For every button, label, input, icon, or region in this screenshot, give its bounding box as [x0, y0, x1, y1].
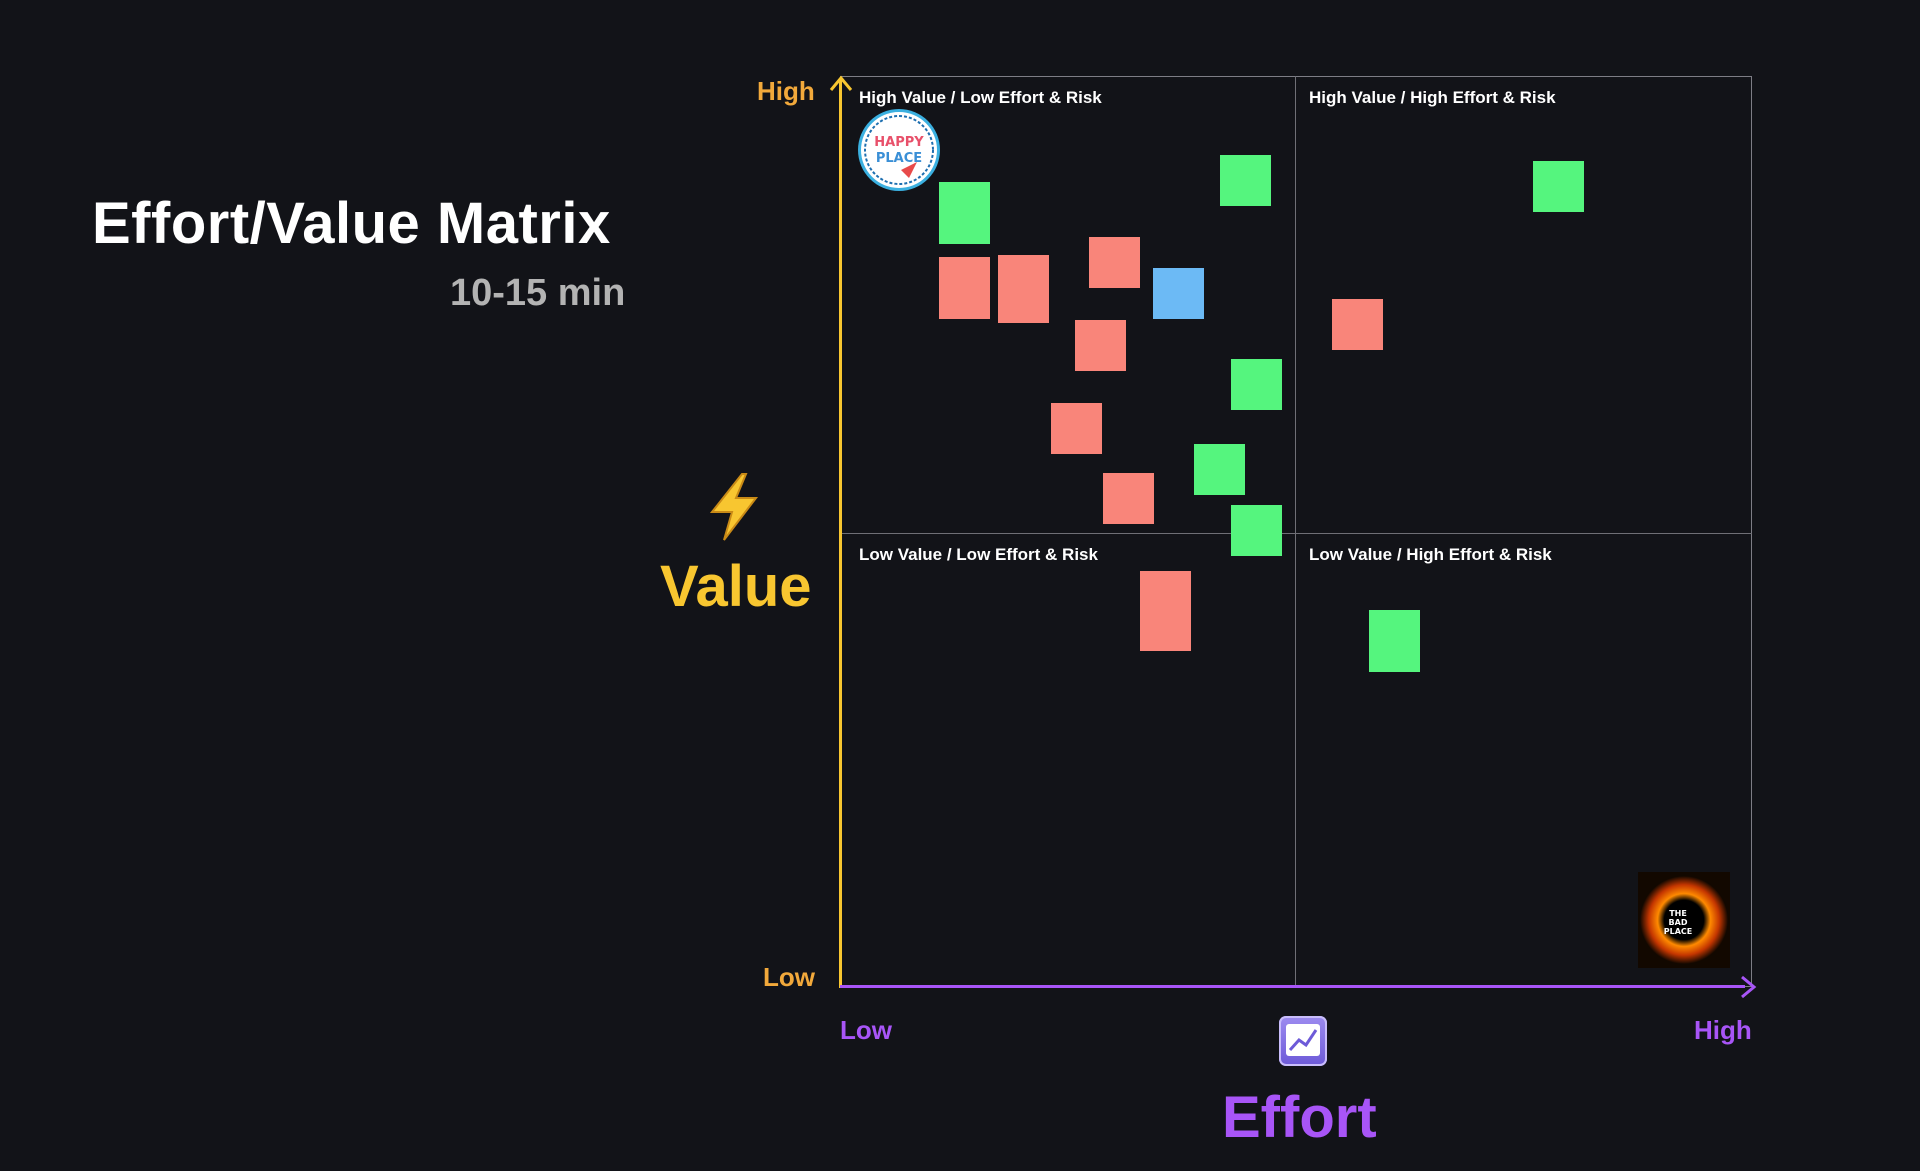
y-axis-high-label: High — [757, 76, 815, 106]
sticky-note[interactable] — [1140, 571, 1191, 651]
happy-place-badge-icon: HAPPY PLACE — [864, 115, 934, 185]
svg-text:BAD: BAD — [1669, 918, 1688, 927]
bad-place-badge: THE BAD PLACE — [1638, 872, 1730, 968]
sticky-note[interactable] — [1153, 268, 1204, 319]
happy-place-badge: HAPPY PLACE — [861, 112, 937, 188]
svg-text:PLACE: PLACE — [876, 151, 922, 166]
y-axis-title: Value — [660, 554, 812, 619]
chart-increasing-glyph — [1286, 1024, 1320, 1056]
y-axis-line — [839, 80, 842, 988]
duration-label: 10-15 min — [450, 272, 626, 314]
sticky-note[interactable] — [1194, 444, 1245, 495]
lightning-bolt-icon — [709, 473, 759, 541]
sticky-note[interactable] — [1075, 320, 1126, 371]
quadrant-label-low-value-high-effort: Low Value / High Effort & Risk — [1309, 545, 1552, 564]
x-axis-high-label: High — [1694, 1015, 1752, 1045]
page-title: Effort/Value Matrix — [92, 191, 611, 256]
sticky-note[interactable] — [1231, 505, 1282, 556]
vertical-divider — [1295, 76, 1296, 987]
x-axis-arrow-icon — [1741, 975, 1757, 999]
sticky-note[interactable] — [998, 255, 1049, 323]
svg-text:THE: THE — [1669, 909, 1687, 918]
x-axis-low-label: Low — [840, 1015, 892, 1045]
horizontal-divider — [840, 533, 1752, 534]
sticky-note[interactable] — [1332, 299, 1383, 350]
svg-text:HAPPY: HAPPY — [874, 135, 924, 150]
sticky-note[interactable] — [1051, 403, 1102, 454]
y-axis-low-label: Low — [763, 962, 815, 992]
quadrant-label-low-value-low-effort: Low Value / Low Effort & Risk — [859, 545, 1098, 564]
sticky-note[interactable] — [1089, 237, 1140, 288]
svg-text:PLACE: PLACE — [1664, 927, 1693, 936]
x-axis-title: Effort — [1222, 1085, 1377, 1150]
sticky-note[interactable] — [1533, 161, 1584, 212]
bad-place-badge-icon: THE BAD PLACE — [1638, 872, 1730, 968]
sticky-note[interactable] — [1103, 473, 1154, 524]
sticky-note[interactable] — [1369, 610, 1420, 672]
x-axis-line — [840, 985, 1745, 988]
sticky-note[interactable] — [939, 182, 990, 244]
sticky-note[interactable] — [1231, 359, 1282, 410]
quadrant-label-high-value-high-effort: High Value / High Effort & Risk — [1309, 88, 1556, 107]
sticky-note[interactable] — [1220, 155, 1271, 206]
chart-increasing-icon — [1279, 1016, 1327, 1066]
y-axis-arrow-icon — [829, 75, 853, 91]
sticky-note[interactable] — [939, 257, 990, 319]
quadrant-label-high-value-low-effort: High Value / Low Effort & Risk — [859, 88, 1102, 107]
